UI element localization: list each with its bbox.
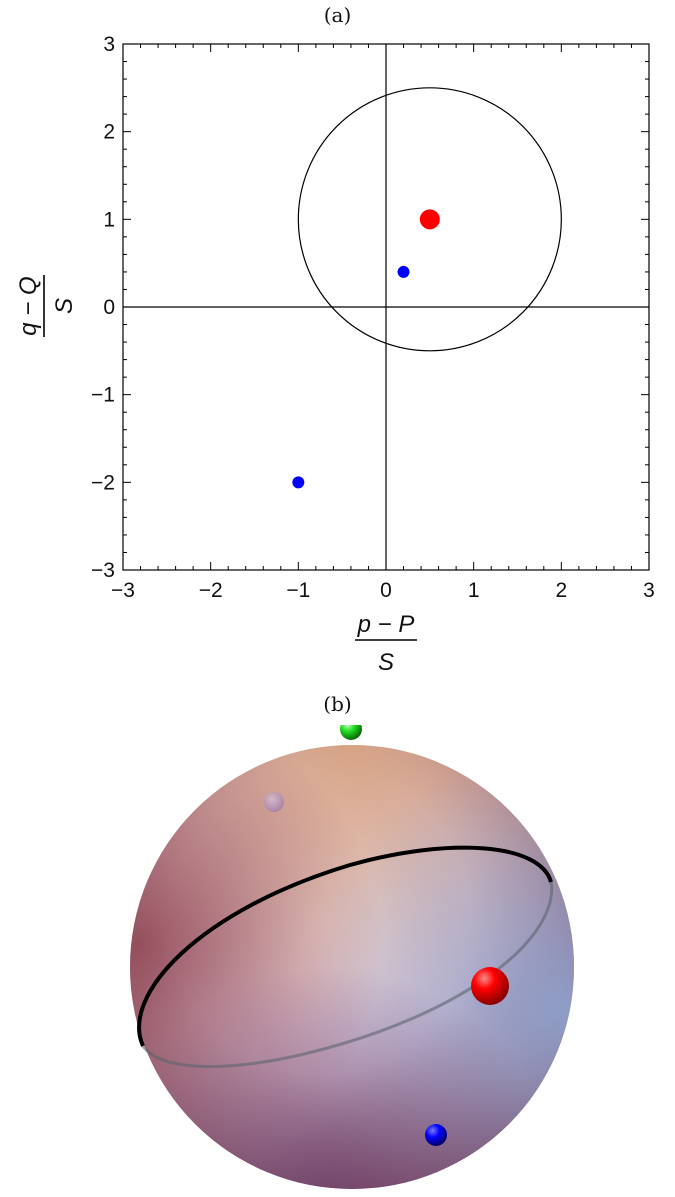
- scatter-plot: −3 −2 −1 0 1 2 3 −3 −2 −1 0 1 2 3 p − P S q − Q S: [15, 33, 655, 676]
- x-tick-label: −1: [286, 579, 310, 602]
- panel-b-label: (b): [323, 692, 352, 716]
- plot-frame: [122, 43, 650, 571]
- y-tick-label: 3: [103, 33, 115, 56]
- x-tick-label: 0: [380, 579, 392, 602]
- uncertainty-circle: [297, 87, 562, 352]
- blue-marker: [425, 1124, 447, 1146]
- x-axis-label-denominator: S: [378, 649, 394, 676]
- x-tick-label: 2: [555, 579, 567, 602]
- y-tick-label: −1: [91, 384, 115, 407]
- y-tick-label: 0: [103, 296, 115, 319]
- green-marker: [340, 725, 362, 740]
- scatter-marks: [123, 44, 649, 570]
- y-axis-label-numerator: q − Q: [15, 276, 42, 335]
- blue-point: [292, 476, 305, 489]
- scatter-tick-labels: −3 −2 −1 0 1 2 3 −3 −2 −1 0 1 2 3: [91, 33, 655, 602]
- purple-marker: [264, 792, 284, 812]
- great-circle-back-arc: [141, 881, 554, 1069]
- y-tick-label: −3: [91, 559, 115, 582]
- red-marker: [471, 967, 509, 1005]
- blue-point: [397, 265, 410, 278]
- red-point: [419, 209, 440, 230]
- y-axis-label: q − Q S: [15, 275, 78, 337]
- y-tick-label: 1: [103, 208, 115, 231]
- x-axis-label-numerator: p − P: [357, 611, 415, 638]
- x-axis-label: p − P S: [355, 611, 417, 676]
- sphere-shade-bottom: [130, 745, 574, 1189]
- great-circle-front-arc: [137, 845, 553, 1047]
- x-tick-label: 3: [643, 579, 655, 602]
- panel-a-label: (a): [323, 3, 352, 27]
- y-tick-label: −2: [91, 471, 115, 494]
- x-tick-label: −3: [111, 579, 135, 602]
- x-tick-label: 1: [468, 579, 480, 602]
- y-tick-label: 2: [103, 121, 115, 144]
- y-axis-label-denominator: S: [51, 298, 78, 314]
- x-tick-label: −2: [199, 579, 223, 602]
- bloch-sphere: [130, 725, 574, 1189]
